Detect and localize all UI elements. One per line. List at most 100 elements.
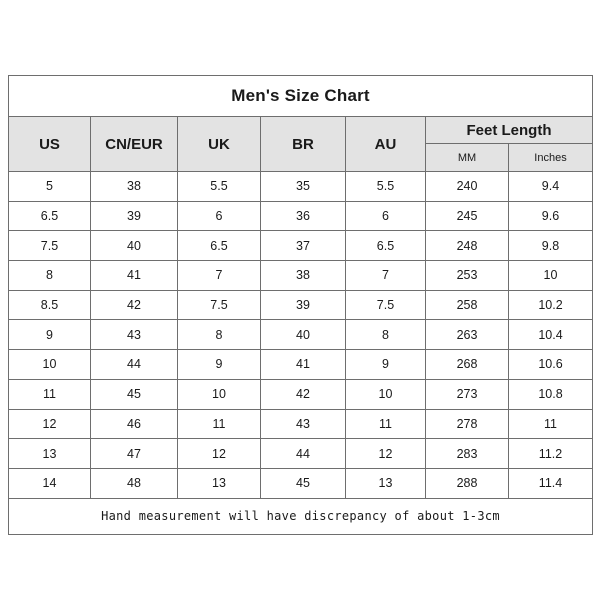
column-header-inches: Inches [508, 143, 593, 172]
cell-inches: 10.4 [508, 319, 593, 351]
table-head: Men's Size Chart US CN/EUR UK BR AU Feet… [8, 75, 593, 172]
table-row: 14 48 13 45 13 288 11.4 [8, 467, 593, 499]
cell-us: 10 [8, 349, 91, 380]
cell-uk: 13 [177, 467, 261, 499]
cell-br: 42 [260, 378, 346, 410]
cell-mm: 253 [425, 260, 509, 291]
header-row-secondary: MM Inches [9, 143, 593, 172]
table-row: 6.5 39 6 36 6 245 9.6 [8, 200, 593, 232]
cell-cn-eur: 39 [90, 200, 178, 232]
table-body: 5 38 5.5 35 5.5 240 9.4 6.5 39 6 36 6 245 9.6 7.5 40 6.5… [8, 171, 593, 499]
chart-title: Men's Size Chart [8, 75, 593, 117]
cell-mm: 245 [425, 200, 509, 232]
cell-au: 8 [345, 319, 426, 351]
column-header-cn-eur: CN/EUR [90, 116, 178, 172]
table-row: 13 47 12 44 12 283 11.2 [8, 438, 593, 469]
cell-uk: 7 [177, 260, 261, 291]
cell-br: 38 [260, 260, 346, 291]
table-row: 8.5 42 7.5 39 7.5 258 10.2 [8, 289, 593, 321]
cell-us: 8.5 [8, 289, 91, 321]
cell-inches: 9.8 [508, 230, 593, 262]
cell-us: 11 [8, 378, 91, 410]
table-row: 8 41 7 38 7 253 10 [8, 260, 593, 291]
cell-au: 6 [345, 200, 426, 232]
header-row-primary: US CN/EUR UK BR AU Feet Length [8, 116, 593, 172]
cell-us: 6.5 [8, 200, 91, 232]
column-header-us: US [8, 116, 91, 172]
cell-au: 7 [345, 260, 426, 291]
cell-au: 10 [345, 378, 426, 410]
cell-inches: 9.6 [508, 200, 593, 232]
cell-au: 12 [345, 438, 426, 469]
cell-mm: 288 [425, 467, 509, 499]
cell-inches: 11.2 [508, 438, 593, 469]
cell-cn-eur: 42 [90, 289, 178, 321]
cell-br: 35 [260, 171, 346, 202]
cell-mm: 283 [425, 438, 509, 469]
table-row: 10 44 9 41 9 268 10.6 [8, 349, 593, 380]
cell-mm: 263 [425, 319, 509, 351]
column-header-br: BR [260, 116, 346, 172]
cell-inches: 11 [508, 408, 593, 440]
cell-au: 9 [345, 349, 426, 380]
column-header-au: AU [345, 116, 426, 172]
cell-uk: 6.5 [177, 230, 261, 262]
title-row: Men's Size Chart [8, 75, 593, 117]
cell-us: 13 [8, 438, 91, 469]
table-row: 5 38 5.5 35 5.5 240 9.4 [8, 171, 593, 202]
cell-cn-eur: 46 [90, 408, 178, 440]
cell-uk: 11 [177, 408, 261, 440]
cell-au: 11 [345, 408, 426, 440]
cell-mm: 240 [425, 171, 509, 202]
cell-us: 12 [8, 408, 91, 440]
cell-us: 14 [8, 467, 91, 499]
column-header-uk: UK [177, 116, 261, 172]
cell-au: 5.5 [345, 171, 426, 202]
cell-inches: 9.4 [508, 171, 593, 202]
column-group-header-feet-length: Feet Length [425, 116, 593, 144]
cell-mm: 278 [425, 408, 509, 440]
cell-us: 7.5 [8, 230, 91, 262]
cell-uk: 9 [177, 349, 261, 380]
cell-uk: 5.5 [177, 171, 261, 202]
cell-inches: 10.6 [508, 349, 593, 380]
table-row: 9 43 8 40 8 263 10.4 [8, 319, 593, 351]
cell-us: 8 [8, 260, 91, 291]
cell-cn-eur: 43 [90, 319, 178, 351]
cell-au: 13 [345, 467, 426, 499]
cell-us: 5 [8, 171, 91, 202]
cell-us: 9 [8, 319, 91, 351]
cell-mm: 248 [425, 230, 509, 262]
cell-au: 6.5 [345, 230, 426, 262]
cell-cn-eur: 48 [90, 467, 178, 499]
cell-au: 7.5 [345, 289, 426, 321]
footnote-row: Hand measurement will have discrepancy o… [8, 497, 593, 535]
cell-br: 44 [260, 438, 346, 469]
cell-cn-eur: 44 [90, 349, 178, 380]
cell-inches: 11.4 [508, 467, 593, 499]
cell-uk: 10 [177, 378, 261, 410]
cell-uk: 6 [177, 200, 261, 232]
cell-br: 40 [260, 319, 346, 351]
cell-mm: 273 [425, 378, 509, 410]
cell-uk: 7.5 [177, 289, 261, 321]
cell-cn-eur: 40 [90, 230, 178, 262]
cell-cn-eur: 38 [90, 171, 178, 202]
cell-inches: 10 [508, 260, 593, 291]
cell-mm: 268 [425, 349, 509, 380]
cell-inches: 10.2 [508, 289, 593, 321]
column-header-mm: MM [425, 143, 509, 172]
cell-cn-eur: 45 [90, 378, 178, 410]
table-foot: Hand measurement will have discrepancy o… [8, 497, 593, 535]
cell-br: 39 [260, 289, 346, 321]
cell-inches: 10.8 [508, 378, 593, 410]
cell-br: 37 [260, 230, 346, 262]
cell-br: 45 [260, 467, 346, 499]
cell-br: 41 [260, 349, 346, 380]
cell-uk: 12 [177, 438, 261, 469]
footnote-text: Hand measurement will have discrepancy o… [8, 497, 593, 535]
table-row: 11 45 10 42 10 273 10.8 [8, 378, 593, 410]
table-row: 12 46 11 43 11 278 11 [8, 408, 593, 440]
mens-size-chart-table: Men's Size Chart US CN/EUR UK BR AU Feet… [8, 75, 593, 535]
